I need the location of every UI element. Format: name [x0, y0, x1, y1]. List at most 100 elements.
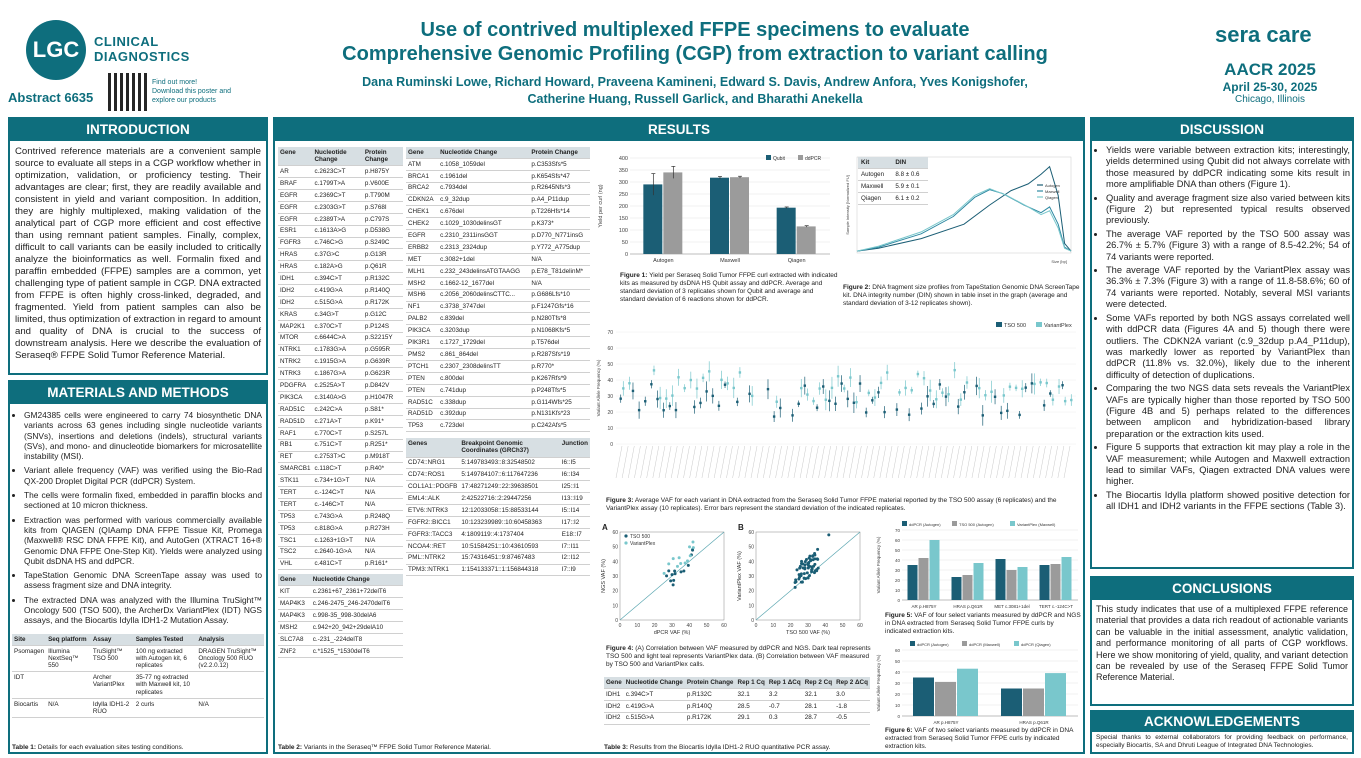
table-cell: p.S249C: [362, 237, 403, 250]
data-point: [1024, 386, 1027, 389]
discussion-bullet: Comparing the two NGS data sets reveals …: [1106, 383, 1350, 440]
table-row: NTRK2 c.1915G>A p.G639R: [278, 355, 403, 369]
table-cell: 28.1: [802, 700, 835, 713]
table-row: KRAS c.34G>T p.G12C: [278, 308, 403, 321]
table-cell: c.818G>A: [312, 522, 363, 535]
table-cell: 8.8 ± 0.6: [892, 168, 928, 181]
data-point: [879, 381, 883, 385]
table-row: Biocartis N/A Idylla IDH1-2 RUO 2 curls N/A: [12, 698, 264, 719]
data-point: [637, 408, 641, 412]
table-cell: 3.0: [834, 688, 870, 701]
data-point: [711, 394, 714, 398]
legend-label: VariantPlex: [1044, 323, 1072, 329]
table-row: TERT c.-146C>T N/A: [278, 498, 403, 512]
data-point: [975, 384, 978, 388]
y-tick-label: 50: [748, 545, 754, 551]
bar: [796, 226, 816, 254]
y-tick-label: 60: [895, 538, 901, 543]
table-cell: c.2056_2060delinsCTTC...: [438, 289, 530, 302]
y-tick-label: 20: [895, 578, 901, 583]
x-tick-label-stub: [867, 445, 874, 479]
table-cell: c.734+1G>T: [312, 474, 363, 488]
legend-swatch: [766, 155, 771, 160]
table-cell: c.246-2475_246-2470delT6: [310, 597, 403, 611]
table-cell: c.3140A>G: [312, 391, 363, 404]
y-tick-label: 400: [619, 156, 628, 162]
table-cell: VHL: [278, 558, 313, 571]
table-cell: PMS2: [406, 348, 439, 362]
data-point: [944, 395, 948, 398]
table-cell: Autogen: [858, 168, 893, 181]
table-row: Maxwell 5.9 ± 0.1: [858, 180, 928, 193]
table-cell: p.E78_T81delinM*: [529, 265, 590, 278]
plot-area: [619, 531, 725, 621]
bar: [918, 558, 929, 600]
data-point: [726, 382, 729, 385]
table-header: DIN: [892, 157, 928, 169]
table-cell: PIK3R1: [406, 336, 439, 350]
data-point: [717, 404, 721, 408]
x-tick-label-stub: [916, 445, 923, 479]
x-tick-label: 20: [652, 623, 658, 629]
x-tick-label-stub: [891, 445, 899, 479]
data-point: [938, 383, 942, 386]
table-cell: c.1783G>A: [312, 344, 363, 357]
discussion-bullet: The average VAF reported by the VariantP…: [1106, 265, 1350, 311]
table-header: Rep 2 Cq: [802, 677, 835, 689]
table-row: ATM c.1058_1059del p.C353Sfs*5: [406, 158, 590, 171]
y-tick-label: 20: [895, 692, 901, 697]
table-cell: p.P248Tfs*5: [529, 384, 590, 397]
x-tick-label-stub: [658, 445, 666, 479]
table-header: Genes: [406, 438, 460, 458]
table-cell: KRAS: [278, 308, 313, 321]
x-tick-label-stub: [707, 445, 715, 479]
table-cell: 32.1: [735, 688, 767, 701]
table-row: NTRK1 c.1783G>A p.G595R: [278, 344, 403, 357]
bar: [1039, 565, 1050, 600]
table-row: Qiagen 6.1 ± 0.2: [858, 192, 928, 205]
x-tick-label-stub: [984, 445, 991, 479]
data-point: [867, 391, 870, 395]
y-tick-label: 10: [895, 703, 901, 708]
legend-label: TSO 500: [1004, 323, 1026, 329]
data-point: [852, 401, 856, 404]
table-cell: I2::I12: [559, 552, 590, 565]
bar: [1061, 557, 1072, 600]
table-cell: N/A: [529, 253, 590, 266]
data-point: [665, 574, 669, 578]
table-cell: p.S768I: [362, 201, 403, 214]
data-point: [871, 399, 874, 402]
y-tick-label: 0: [897, 598, 900, 603]
qr-code-icon[interactable]: [108, 73, 148, 111]
data-point: [828, 399, 831, 403]
data-point: [686, 563, 690, 567]
data-point: [981, 414, 984, 417]
table-cell: p.G686Lfs*10: [529, 289, 590, 302]
table3-caption: Table 3: Results from the Biocartis Idyl…: [604, 744, 831, 751]
y-tick-label: 200: [619, 204, 628, 210]
x-tick-label-stub: [1033, 445, 1040, 479]
table-cell: PALB2: [406, 312, 439, 326]
x-tick-label-stub: [763, 445, 770, 479]
x-tick-label-stub: [898, 445, 905, 479]
table-cell: IDH2: [604, 712, 624, 725]
table-cell: HRAS: [278, 260, 313, 274]
data-point: [1070, 398, 1073, 402]
table-cell: CD74::NRG1: [406, 457, 460, 470]
table-cell: c.515G>A: [623, 712, 685, 725]
x-tick-label: Maxwell: [720, 258, 740, 264]
poster-header: LGC CLINICAL DIAGNOSTICS Abstract 6635 Fi…: [0, 0, 1361, 113]
table-row: EGFR c.2310_2311insGGT p.D770_N771insG: [406, 229, 590, 243]
x-tick-label-stub: [695, 445, 702, 479]
table-cell: c.394C>T: [623, 688, 685, 701]
data-point: [904, 386, 907, 390]
data-point: [671, 557, 675, 561]
x-tick-label-stub: [775, 445, 782, 479]
y-tick-label: 10: [607, 426, 613, 432]
table-cell: ATM: [406, 158, 439, 171]
table-cell: p.Y772_A775dup: [529, 241, 590, 255]
table-cell: EGFR: [278, 213, 313, 226]
table-cell: I5::I14: [559, 504, 590, 518]
data-point: [679, 570, 683, 574]
x-axis-label: TSO 500 VAF (%): [786, 630, 830, 636]
